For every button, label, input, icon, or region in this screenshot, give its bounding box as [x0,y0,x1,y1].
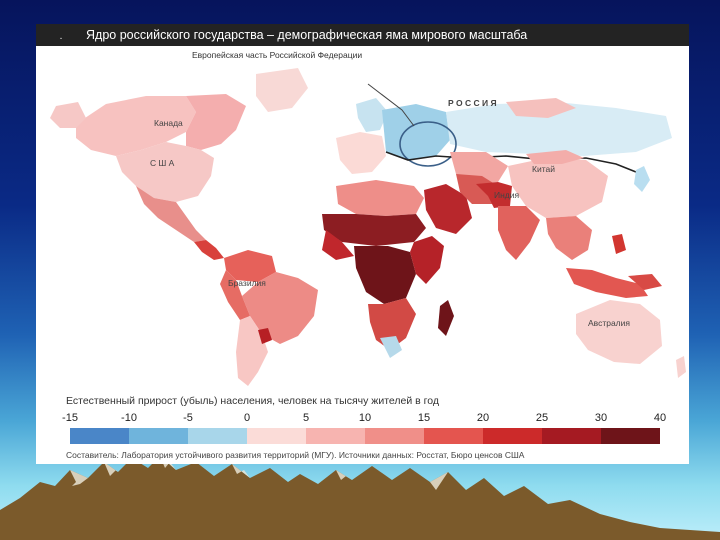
russia-border [385,151,637,173]
region-greenland [256,68,308,112]
legend-swatch [247,428,306,444]
region-southeast-asia [546,216,592,260]
map-title-bar: . Ядро российского государства – демограф… [36,24,689,46]
legend-swatch [601,428,660,444]
region-canada-east [186,94,246,150]
label-usa: С Ш А [150,158,175,168]
legend-ticks: -15 -10 -5 0 5 10 15 20 25 30 40 [36,412,689,426]
legend-swatch [188,428,247,444]
region-central-africa [354,246,416,304]
region-japan [634,166,650,192]
region-russia-east [446,102,672,156]
legend-swatch [70,428,129,444]
legend-caption: Естественный прирост (убыль) населения, … [66,395,439,407]
region-madagascar [438,300,454,336]
region-china [508,158,608,218]
label-russia: Р О С С И Я [448,98,497,108]
region-andes [220,270,250,320]
legend-swatch [542,428,601,444]
label-india: Индия [494,190,520,200]
mountain-range [0,456,720,540]
region-southern-africa [368,298,416,350]
callout-label: Европейская часть Российской Федерации [192,50,363,60]
region-pakistan-afghanistan [476,182,512,208]
label-china: Китай [532,164,555,174]
region-usa [116,142,214,202]
legend-swatch [365,428,424,444]
region-european-russia [382,104,450,160]
legend-tick-label: 5 [302,412,310,424]
region-south-africa [380,336,402,358]
source-note: Составитель: Лаборатория устойчивого раз… [66,450,525,460]
region-philippines [612,234,626,254]
label-australia: Австралия [588,318,630,328]
legend-swatch [306,428,365,444]
region-north-africa [336,180,424,216]
region-indonesia [566,268,648,298]
label-canada: Канада [154,118,183,128]
legend-swatch [424,428,483,444]
region-new-zealand [676,356,686,378]
legend-tick-label: -10 [121,412,137,424]
legend-tick-label: -15 [62,412,78,424]
mountain-snow [70,456,448,490]
region-iran [456,174,498,204]
region-new-guinea [628,274,662,290]
slide-bullet: . [59,31,63,42]
map-figure: . Ядро российского государства – демограф… [36,24,689,464]
legend-tick-label: 30 [594,412,608,424]
region-colombia-venezuela [224,250,276,282]
region-arabia [424,184,472,234]
region-east-africa [410,236,444,284]
legend-swatch [129,428,188,444]
region-europe-west [336,132,386,174]
region-canada-west [76,96,196,156]
region-australia [576,300,662,364]
legend-tick-label: -5 [183,412,193,424]
map-title: Ядро российского государства – демографи… [86,28,528,42]
label-brazil: Бразилия [228,278,266,288]
region-alaska [50,102,86,128]
region-west-africa [322,230,354,260]
legend-tick-label: 10 [358,412,372,424]
region-paraguay [258,328,272,344]
legend-tick-label: 25 [535,412,549,424]
legend-color-scale [70,428,660,444]
legend-tick-label: 0 [243,412,251,424]
region-mexico [136,186,206,242]
region-central-america [194,240,224,260]
region-brazil [242,272,318,344]
callout-line [367,83,415,127]
world-map [50,68,686,386]
legend-tick-label: 20 [476,412,490,424]
legend-swatch [483,428,542,444]
region-india [498,206,540,260]
legend-tick-label: 40 [653,412,667,424]
callout-circle [399,121,457,167]
region-scandinavia [356,98,388,132]
region-sahel [322,214,426,246]
region-mongolia [526,150,584,164]
region-russia-north-patch [506,98,576,118]
legend-tick-label: 15 [417,412,431,424]
